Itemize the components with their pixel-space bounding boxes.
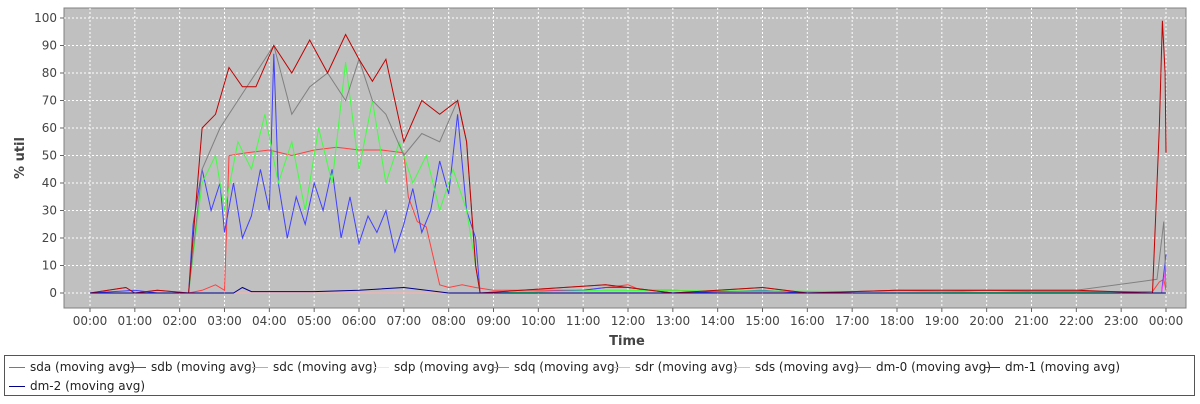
legend-label: dm-0 (moving avg) bbox=[876, 360, 992, 374]
x-tick-label: 21:00 bbox=[1014, 314, 1049, 328]
legend-label: sdp (moving avg) bbox=[394, 360, 500, 374]
legend-swatch bbox=[493, 366, 509, 368]
legend-swatch bbox=[9, 366, 25, 368]
y-tick-label: 30 bbox=[42, 204, 57, 218]
series-line-8 bbox=[89, 20, 1167, 294]
legend-label: sdq (moving avg) bbox=[514, 360, 620, 374]
x-tick-label: 12:00 bbox=[611, 314, 646, 328]
legend-item: sdq (moving avg) bbox=[493, 358, 619, 376]
x-tick-label: 11:00 bbox=[566, 314, 601, 328]
x-tick-label: 01:00 bbox=[118, 314, 153, 328]
plot-area bbox=[63, 7, 1187, 309]
x-axis: 00:00 01:00 02:00 03:00 04:00 05:00 06:00 07:00… bbox=[73, 308, 1184, 328]
legend-swatch bbox=[252, 366, 268, 368]
legend-swatch bbox=[9, 385, 25, 387]
legend-swatch bbox=[373, 366, 389, 368]
x-tick-label: 05:00 bbox=[297, 314, 332, 328]
legend-label: sda (moving avg) bbox=[30, 360, 135, 374]
x-tick-label: 08:00 bbox=[431, 314, 466, 328]
series-lines bbox=[89, 20, 1167, 294]
y-tick-label: 100 bbox=[34, 11, 57, 25]
y-tick-label: 50 bbox=[42, 149, 57, 163]
y-tick-label: 0 bbox=[49, 286, 57, 300]
legend-item: sdc (moving avg) bbox=[252, 358, 377, 376]
x-tick-label: 04:00 bbox=[252, 314, 287, 328]
legend-item: sdr (moving avg) bbox=[614, 358, 738, 376]
y-axis-label: % util bbox=[13, 137, 28, 179]
legend-item: dm-1 (moving avg) bbox=[984, 358, 1120, 376]
x-tick-label: 10:00 bbox=[521, 314, 556, 328]
legend-item: dm-2 (moving avg) bbox=[9, 377, 145, 395]
x-tick-label: 09:00 bbox=[476, 314, 511, 328]
legend-swatch bbox=[984, 366, 1000, 368]
legend-item: sds (moving avg) bbox=[734, 358, 859, 376]
x-tick-label: 02:00 bbox=[162, 314, 197, 328]
legend-item: sdb (moving avg) bbox=[130, 358, 256, 376]
legend-label: sdb (moving avg) bbox=[151, 360, 257, 374]
legend-item: dm-0 (moving avg) bbox=[855, 358, 991, 376]
x-tick-label: 17:00 bbox=[835, 314, 870, 328]
x-tick-label: 18:00 bbox=[880, 314, 915, 328]
x-tick-label: 13:00 bbox=[656, 314, 691, 328]
legend-swatch bbox=[130, 366, 146, 368]
legend-label: sdr (moving avg) bbox=[635, 360, 738, 374]
legend-swatch bbox=[614, 366, 630, 368]
x-tick-label: 00:00 bbox=[1149, 314, 1184, 328]
x-tick-label: 00:00 bbox=[73, 314, 108, 328]
y-tick-label: 90 bbox=[42, 39, 57, 53]
y-tick-label: 20 bbox=[42, 231, 57, 245]
x-tick-label: 19:00 bbox=[925, 314, 960, 328]
x-tick-label: 07:00 bbox=[387, 314, 422, 328]
x-tick-label: 06:00 bbox=[342, 314, 377, 328]
legend-item: sda (moving avg) bbox=[9, 358, 135, 376]
y-tick-label: 10 bbox=[42, 259, 57, 273]
x-tick-label: 20:00 bbox=[969, 314, 1004, 328]
x-tick-label: 16:00 bbox=[790, 314, 825, 328]
series-line-9 bbox=[90, 286, 1166, 294]
y-tick-label: 70 bbox=[42, 94, 57, 108]
y-axis: 0 10 20 30 40 50 60 70 80 90 100 bbox=[34, 11, 64, 300]
x-tick-label: 15:00 bbox=[745, 314, 780, 328]
series-line-2 bbox=[90, 61, 1167, 294]
x-tick-label: 14:00 bbox=[700, 314, 735, 328]
legend-label: dm-2 (moving avg) bbox=[30, 379, 146, 393]
legend-label: sds (moving avg) bbox=[755, 360, 859, 374]
legend: sda (moving avg) sdb (moving avg) sdc (mov… bbox=[4, 355, 1195, 396]
legend-label: sdc (moving avg) bbox=[273, 360, 378, 374]
y-tick-label: 80 bbox=[42, 66, 57, 80]
legend-item: sdp (moving avg) bbox=[373, 358, 499, 376]
x-tick-label: 23:00 bbox=[1104, 314, 1139, 328]
x-tick-label: 22:00 bbox=[1059, 314, 1094, 328]
legend-label: dm-1 (moving avg) bbox=[1005, 360, 1121, 374]
y-tick-label: 60 bbox=[42, 121, 57, 135]
y-tick-label: 40 bbox=[42, 176, 57, 190]
x-tick-label: 03:00 bbox=[207, 314, 242, 328]
legend-swatch bbox=[855, 366, 871, 368]
legend-swatch bbox=[734, 366, 750, 368]
x-axis-label: Time bbox=[609, 334, 645, 349]
